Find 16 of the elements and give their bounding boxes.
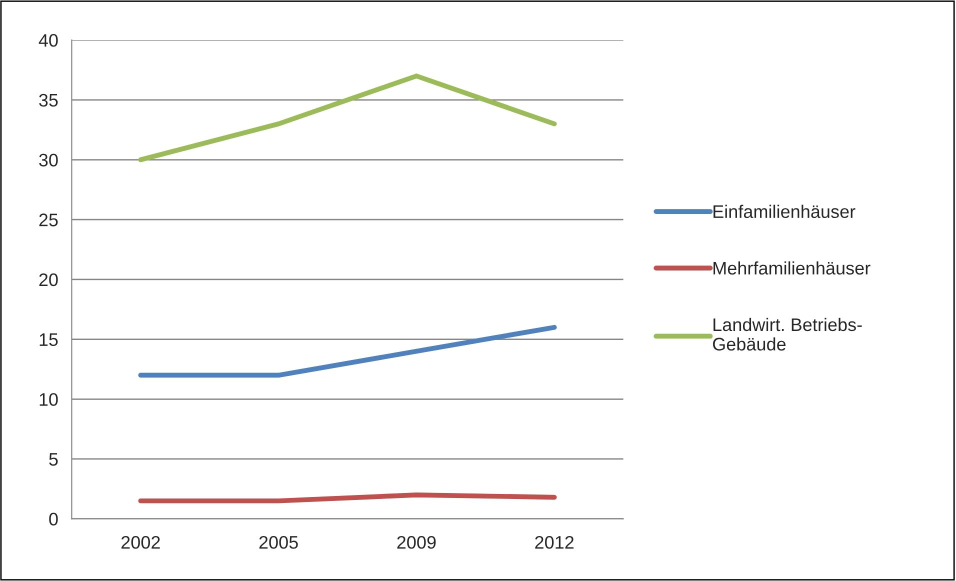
legend-label: Einfamilienhäuser: [714, 204, 856, 218]
legend-label: Mehrfamilienhäuser: [714, 261, 870, 275]
x-tick-label: 2005: [259, 536, 298, 549]
y-tick-label: 30: [39, 154, 58, 166]
y-tick-label: 15: [40, 333, 58, 346]
x-tick-label: 2012: [535, 536, 574, 549]
y-tick-label: 0: [49, 512, 58, 526]
y-tick-label: 5: [49, 453, 58, 466]
x-tick-label: 2002: [121, 536, 160, 549]
x-tick-label: 2009: [397, 536, 436, 549]
y-tick-label: 40: [38, 34, 58, 47]
y-tick-label: 25: [39, 214, 58, 226]
y-tick-label: 10: [40, 393, 58, 406]
legend-label: Landwirt. Betriebs- Gebäude: [712, 318, 862, 351]
y-tick-label: 35: [39, 94, 58, 107]
y-tick-label: 20: [39, 273, 58, 286]
